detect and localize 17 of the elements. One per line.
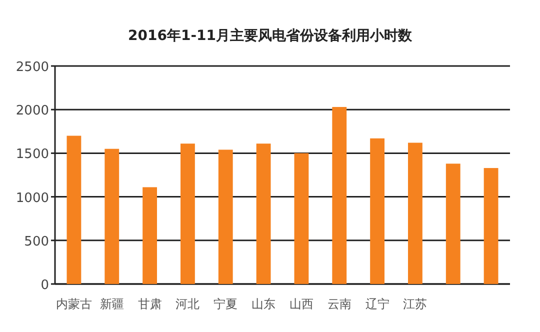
title: 2016年1-11月主要风电省份设备利用小时数 (128, 28, 412, 44)
xtick: 甘肃 (138, 297, 162, 311)
ytick: 2000 (16, 104, 49, 119)
xtick: 新疆 (100, 297, 124, 311)
ytick: 1500 (16, 147, 49, 162)
xtick: 山西 (289, 297, 314, 311)
xtick: 辽宁 (365, 297, 390, 311)
xtick: 内蒙古 (56, 297, 92, 311)
xtick: 山东 (252, 297, 276, 311)
xtick: 江苏 (403, 297, 428, 311)
xtick: 云南 (327, 297, 352, 311)
ytick: 1000 (16, 190, 49, 206)
ytick: 500 (24, 234, 49, 250)
ytick: 0 (40, 278, 49, 293)
xtick: 宁夏 (214, 297, 238, 311)
xtick: 河北 (176, 297, 200, 311)
ytick: 2500 (16, 60, 49, 75)
